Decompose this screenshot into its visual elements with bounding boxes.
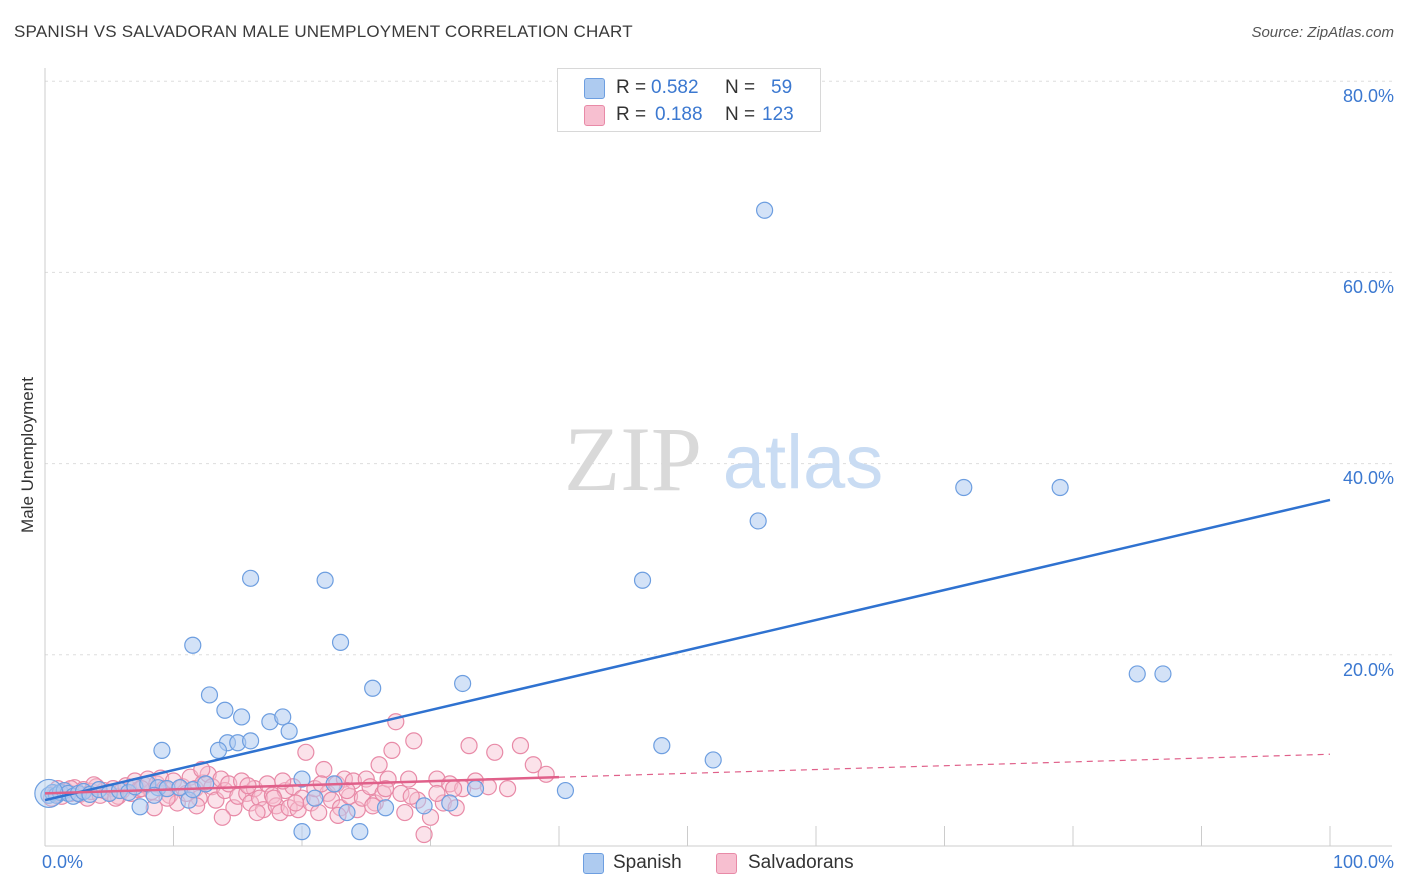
x-tick-min: 0.0% — [42, 852, 84, 872]
salvadoran-point — [400, 770, 418, 788]
spanish-point — [755, 201, 774, 219]
legend-row-spanish: R = 0.582 N = 59 — [558, 75, 818, 101]
salvadoran-point — [248, 803, 266, 822]
axes — [44, 68, 1392, 847]
salvadoran-point — [392, 784, 410, 803]
salvadoran-point — [415, 825, 433, 844]
spanish-point — [633, 571, 652, 589]
spanish-point — [233, 708, 251, 726]
legend-n-value: 123 — [762, 104, 794, 125]
spanish-point — [242, 569, 260, 587]
salvadoran-point — [265, 789, 283, 807]
spanish-point — [376, 799, 395, 817]
spanish-point — [131, 798, 149, 816]
spanish-point — [749, 512, 767, 530]
legend-swatch-spanish — [584, 78, 605, 99]
salvadoran-point — [428, 784, 446, 803]
spanish-point — [704, 751, 722, 769]
salvadoran-point — [537, 765, 555, 783]
salvadoran-point — [445, 780, 463, 798]
salvadoran-point — [383, 741, 401, 760]
spanish-point — [184, 636, 202, 654]
spanish-point — [216, 701, 234, 719]
correlation-legend: R = 0.582 N = 59 R = 0.188 N = 123 — [557, 68, 821, 132]
spanish-point — [338, 803, 356, 822]
legend-n-label: N = — [725, 77, 756, 98]
salvadoran-point — [499, 780, 517, 798]
spanish-points — [34, 201, 1172, 841]
spanish-point — [955, 478, 973, 497]
spanish-point — [316, 571, 334, 589]
spanish-point — [454, 674, 472, 693]
spanish-point — [293, 770, 311, 788]
spanish-point — [415, 797, 433, 815]
spanish-point — [1128, 665, 1146, 683]
salvadoran-point — [428, 770, 446, 788]
spanish-point — [293, 823, 311, 841]
spanish-point — [331, 633, 350, 651]
bottom-legend-swatch-spanish — [583, 853, 604, 874]
spanish-point — [1051, 478, 1069, 497]
legend-n-label: N = — [725, 104, 756, 125]
y-tick-60: 60.0% — [1342, 277, 1394, 297]
spanish-point — [242, 732, 260, 750]
legend-swatch-salvadoran — [584, 105, 605, 126]
legend-row-salvadoran: R = 0.188 N = 123 — [558, 102, 818, 128]
salvadoran-trend-extension — [558, 753, 1331, 778]
trend-lines — [44, 498, 1331, 802]
spanish-point — [306, 789, 324, 807]
source-label: Source: ZipAtlas.com — [1251, 24, 1394, 41]
spanish-point — [209, 741, 228, 760]
bottom-legend-salvadorans: Salvadorans — [748, 852, 854, 873]
salvadoran-point — [310, 803, 328, 822]
legend-r-label: R = — [616, 104, 647, 125]
legend-r-label: R = — [616, 77, 647, 98]
chart-title: SPANISH VS SALVADORAN MALE UNEMPLOYMENT … — [14, 22, 633, 41]
legend-r-value: 0.188 — [655, 104, 703, 125]
salvadoran-point — [213, 808, 231, 826]
salvadoran-point — [315, 760, 333, 779]
x-tick-max: 100.0% — [1332, 852, 1394, 872]
spanish-point — [200, 686, 219, 704]
y-tick-40: 40.0% — [1342, 468, 1394, 488]
y-tick-80: 80.0% — [1342, 86, 1394, 106]
spanish-point — [653, 737, 671, 755]
spanish-point — [351, 823, 369, 841]
watermark-zip: ZIP — [564, 408, 702, 510]
spanish-point — [153, 741, 171, 760]
bottom-legend-swatch-salvadorans — [716, 853, 737, 874]
spanish-point — [466, 780, 485, 798]
salvadoran-point — [376, 780, 395, 798]
salvadoran-point — [405, 732, 423, 750]
salvadoran-point — [524, 756, 542, 774]
salvadoran-point — [396, 803, 414, 822]
salvadoran-point — [402, 787, 420, 805]
salvadoran-point — [511, 737, 530, 755]
salvadoran-point — [370, 756, 388, 774]
salvadoran-point — [460, 737, 478, 755]
grid — [45, 80, 1392, 656]
spanish-point — [274, 708, 292, 726]
salvadoran-trend-line — [44, 775, 560, 795]
spanish-point — [441, 794, 459, 812]
salvadoran-point — [271, 803, 289, 822]
legend-n-value: 59 — [771, 77, 793, 98]
spanish-point — [364, 679, 382, 697]
spanish-point — [1154, 665, 1172, 683]
spanish-point — [556, 781, 575, 800]
salvadoran-point — [486, 743, 504, 761]
spanish-point — [280, 722, 298, 740]
watermark-atlas: atlas — [723, 420, 884, 505]
salvadoran-point — [297, 743, 315, 761]
watermark: ZIP atlas — [564, 408, 883, 510]
salvadoran-point — [286, 794, 305, 812]
spanish-trend-line — [44, 498, 1331, 802]
y-tick-20: 20.0% — [1342, 660, 1394, 680]
legend-r-value: 0.582 — [651, 77, 699, 98]
bottom-legend-spanish: Spanish — [613, 852, 682, 873]
y-axis-label: Male Unemployment — [18, 377, 37, 533]
